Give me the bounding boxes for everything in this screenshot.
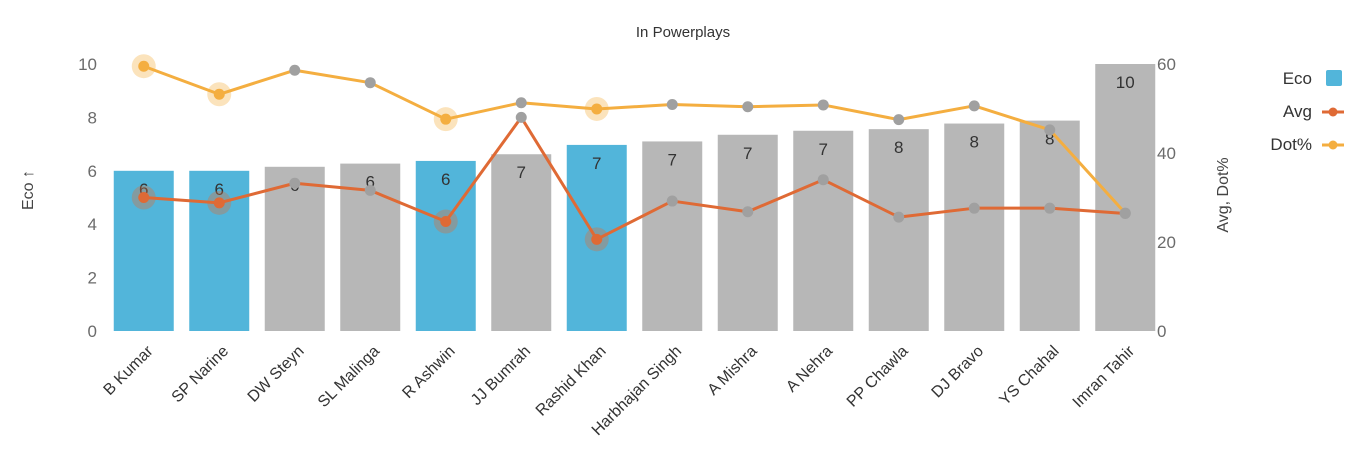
category-label: A Nehra [783,343,836,396]
eco-bar-label: 6 [215,180,224,199]
legend-marker-dot [1328,140,1338,150]
avg-point [742,206,754,218]
left-tick-label: 10 [78,55,97,74]
category-label: Imran Tahir [1070,342,1139,411]
dot-pct-line [143,64,1127,215]
avg-point [289,177,301,189]
left-tick-label: 8 [88,108,97,127]
avg-point [1044,202,1056,214]
avg-point [817,174,829,186]
line-series [131,54,1131,252]
left-axis-ticks: 0 2 4 6 8 10 [78,55,97,341]
avg-point [364,184,376,196]
eco-bar [944,123,1005,331]
category-label: PP Chawla [844,343,912,411]
left-tick-label: 6 [88,162,97,181]
eco-bar [868,129,929,331]
left-tick-label: 0 [88,322,97,341]
eco-bar [491,154,552,331]
avg-point [515,111,527,123]
avg-line [143,115,1126,241]
avg-point [893,211,905,223]
category-label: Rashid Khan [533,343,610,420]
eco-bar-label: 7 [592,154,601,173]
dot-pct-point [289,64,301,76]
eco-bar-label: 6 [441,170,450,189]
category-label: JJ Bumrah [468,343,534,409]
eco-bar [717,134,778,331]
dot-pct-point [968,100,980,112]
category-label: YS Chahal [996,343,1062,409]
dot-pct-point [515,97,527,109]
left-axis-title: Eco ↑ [20,170,37,210]
dot-pct-point [591,103,603,115]
right-axis-ticks: 0 20 40 60 [1157,55,1176,341]
dot-pct-point [666,98,678,110]
avg-point [138,192,150,203]
category-label: B Kumar [101,342,158,399]
right-tick-label: 20 [1157,233,1176,252]
legend-label-dot: Dot% [1270,135,1312,154]
category-label: DW Steyn [245,343,308,406]
category-label: DJ Bravo [929,343,988,402]
dot-pct-point [742,101,754,113]
eco-bar-label: 7 [517,163,526,182]
dot-pct-point [138,60,150,72]
legend-marker-avg [1328,107,1338,117]
dot-pct-point [213,88,225,100]
avg-point [968,202,980,214]
avg-point [440,216,452,228]
category-label: SP Narine [169,343,232,406]
right-tick-label: 0 [1157,322,1166,341]
dot-pct-point [440,113,452,125]
eco-bar [642,141,703,331]
dot-pct-point [364,77,376,89]
right-tick-label: 40 [1157,144,1176,163]
category-labels: B Kumar SP Narine DW Steyn SL Malinga R Ashw… [101,342,1139,439]
avg-point [213,197,225,209]
dot-pct-point [1044,124,1056,136]
eco-bars [113,64,1156,331]
eco-bar [1019,120,1080,331]
legend-swatch-eco [1326,70,1342,86]
dot-pct-point [893,114,905,126]
left-tick-label: 2 [88,269,97,288]
eco-bar-label: 8 [970,133,979,152]
legend-label-avg: Avg [1283,102,1312,121]
category-label: R Ashwin [399,343,458,402]
right-tick-label: 60 [1157,55,1176,74]
category-label: A Mishra [705,343,761,399]
avg-point [591,233,603,245]
eco-bar-label: 7 [819,140,828,159]
left-tick-label: 4 [88,215,97,234]
legend-label-eco: Eco [1283,69,1312,88]
avg-point [666,195,678,207]
eco-bar-label: 6 [366,173,375,192]
eco-bar [1095,64,1156,331]
chart-title: In Powerplays [636,24,730,41]
eco-bar-label: 8 [894,138,903,157]
eco-bar-label: 7 [668,150,677,169]
eco-bar-label: 7 [743,144,752,163]
dot-pct-point [817,99,829,111]
eco-bar [415,160,476,331]
avg-point [1119,208,1131,220]
eco-bar [264,166,325,331]
right-axis-title: Avg, Dot% [1215,157,1232,232]
eco-bar-label: 10 [1116,73,1135,92]
legend: Eco Avg Dot% [1270,69,1344,154]
eco-bar [793,130,854,331]
eco-bar-label: 6 [139,180,148,199]
category-label: SL Malinga [315,343,383,411]
eco-bar-label: 8 [1045,130,1054,149]
